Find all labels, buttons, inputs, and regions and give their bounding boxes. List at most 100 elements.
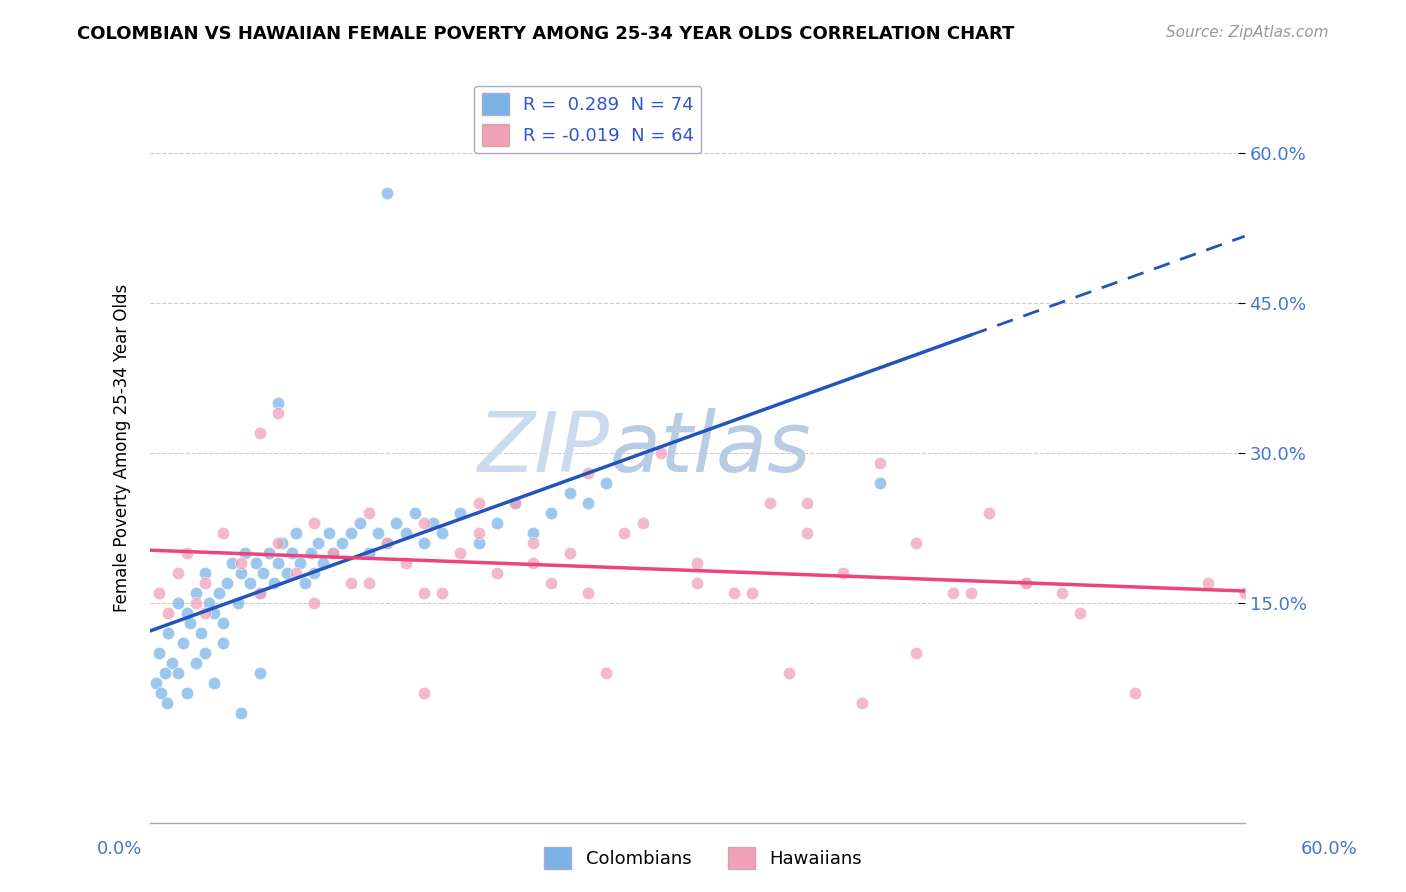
- Point: [340, 576, 363, 591]
- Point: [905, 536, 928, 550]
- Point: [202, 607, 225, 621]
- Y-axis label: Female Poverty Among 25-34 Year Olds: Female Poverty Among 25-34 Year Olds: [114, 285, 131, 612]
- Point: [723, 586, 745, 600]
- Point: [166, 566, 188, 581]
- Point: [176, 607, 198, 621]
- Point: [595, 666, 617, 681]
- Point: [245, 557, 267, 571]
- Point: [145, 676, 167, 690]
- Point: [869, 456, 891, 470]
- Point: [485, 516, 508, 531]
- Point: [249, 666, 271, 681]
- Point: [522, 536, 544, 550]
- Point: [412, 686, 434, 700]
- Point: [184, 586, 207, 600]
- Point: [226, 596, 249, 610]
- Point: [375, 536, 398, 550]
- Point: [312, 557, 335, 571]
- Point: [375, 186, 398, 200]
- Point: [942, 586, 965, 600]
- Point: [231, 706, 253, 721]
- Point: [759, 496, 782, 510]
- Point: [249, 426, 271, 441]
- Text: 0.0%: 0.0%: [97, 840, 142, 858]
- Point: [576, 586, 599, 600]
- Point: [263, 576, 285, 591]
- Point: [340, 526, 363, 541]
- Point: [202, 676, 225, 690]
- Point: [215, 576, 238, 591]
- Point: [357, 546, 380, 560]
- Point: [304, 516, 326, 531]
- Text: COLOMBIAN VS HAWAIIAN FEMALE POVERTY AMONG 25-34 YEAR OLDS CORRELATION CHART: COLOMBIAN VS HAWAIIAN FEMALE POVERTY AMO…: [77, 25, 1015, 43]
- Point: [249, 586, 271, 600]
- Point: [176, 686, 198, 700]
- Text: ZIP: ZIP: [478, 408, 610, 489]
- Point: [1197, 576, 1219, 591]
- Point: [741, 586, 763, 600]
- Point: [650, 446, 672, 460]
- Point: [285, 526, 308, 541]
- Point: [522, 557, 544, 571]
- Point: [385, 516, 408, 531]
- Point: [153, 666, 176, 681]
- Point: [270, 536, 292, 550]
- Point: [394, 557, 416, 571]
- Point: [503, 496, 526, 510]
- Point: [148, 646, 170, 660]
- Point: [558, 486, 581, 500]
- Point: [148, 586, 170, 600]
- Point: [276, 566, 298, 581]
- Point: [357, 506, 380, 520]
- Point: [267, 406, 290, 420]
- Point: [979, 506, 1001, 520]
- Point: [869, 476, 891, 491]
- Point: [322, 546, 344, 560]
- Point: [330, 536, 353, 550]
- Point: [267, 557, 290, 571]
- Point: [166, 666, 188, 681]
- Point: [686, 557, 709, 571]
- Point: [503, 496, 526, 510]
- Point: [179, 616, 201, 631]
- Point: [1015, 576, 1038, 591]
- Point: [176, 546, 198, 560]
- Point: [166, 596, 188, 610]
- Text: 60.0%: 60.0%: [1301, 840, 1357, 858]
- Point: [307, 536, 329, 550]
- Point: [905, 646, 928, 660]
- Point: [430, 526, 453, 541]
- Point: [160, 657, 183, 671]
- Point: [394, 526, 416, 541]
- Point: [357, 576, 380, 591]
- Point: [212, 526, 235, 541]
- Point: [288, 557, 311, 571]
- Point: [212, 616, 235, 631]
- Point: [449, 546, 471, 560]
- Text: Source: ZipAtlas.com: Source: ZipAtlas.com: [1166, 25, 1329, 40]
- Point: [197, 596, 219, 610]
- Point: [613, 526, 636, 541]
- Point: [194, 607, 217, 621]
- Point: [796, 496, 818, 510]
- Point: [208, 586, 231, 600]
- Point: [322, 546, 344, 560]
- Point: [1015, 576, 1038, 591]
- Point: [194, 646, 217, 660]
- Point: [194, 566, 217, 581]
- Point: [304, 566, 326, 581]
- Point: [522, 526, 544, 541]
- Point: [349, 516, 371, 531]
- Point: [184, 657, 207, 671]
- Point: [190, 626, 212, 640]
- Point: [267, 396, 290, 410]
- Point: [267, 536, 290, 550]
- Point: [155, 697, 177, 711]
- Point: [485, 566, 508, 581]
- Point: [1123, 686, 1146, 700]
- Point: [150, 686, 173, 700]
- Point: [367, 526, 389, 541]
- Point: [576, 467, 599, 481]
- Point: [233, 546, 256, 560]
- Point: [832, 566, 855, 581]
